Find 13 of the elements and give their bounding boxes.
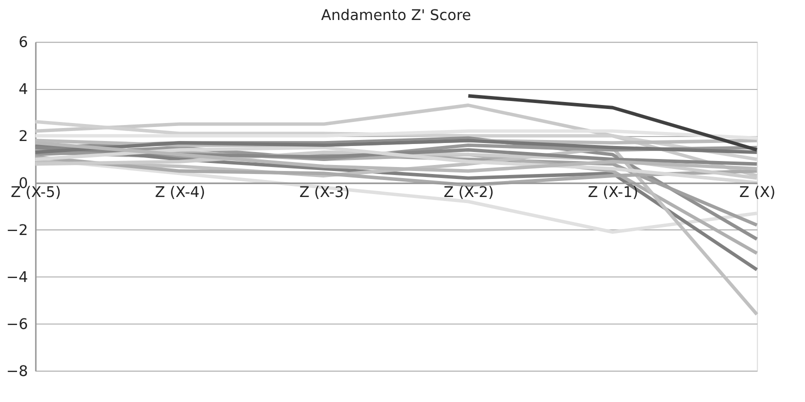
y-tick-label: −4 xyxy=(6,269,28,286)
x-tick-label: Z (X-4) xyxy=(155,184,206,202)
x-tick-label: Z (X-3) xyxy=(299,184,350,202)
chart-title: Andamento Z' Score xyxy=(321,7,472,24)
y-tick-label: 2 xyxy=(18,128,28,146)
x-tick-label: Z (X-1) xyxy=(588,184,638,202)
y-tick-label: 4 xyxy=(18,81,28,98)
y-tick-label: −8 xyxy=(6,363,28,380)
y-tick-label: 6 xyxy=(18,34,28,52)
y-tick-label: −6 xyxy=(6,316,28,334)
x-tick-label: Z (X) xyxy=(739,184,776,202)
y-tick-label: −2 xyxy=(6,222,28,240)
x-tick-label: Z (X-2) xyxy=(444,184,494,202)
